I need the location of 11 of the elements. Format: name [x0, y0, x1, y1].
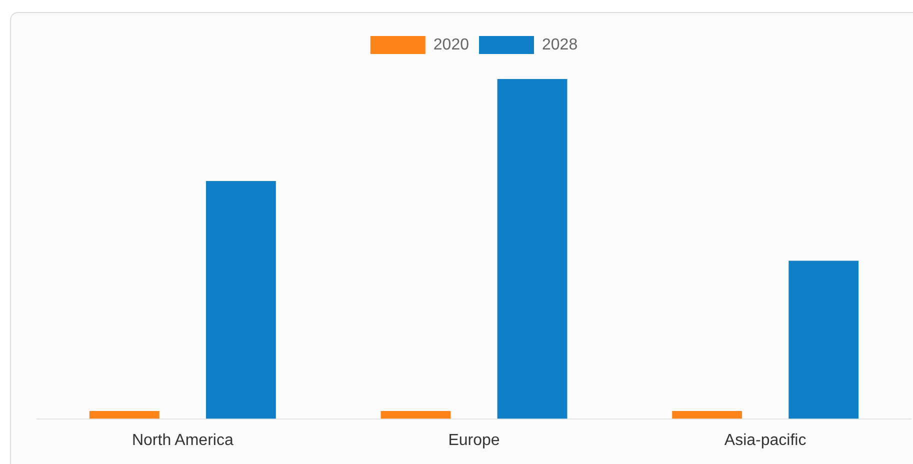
bar — [497, 79, 568, 419]
bar — [672, 410, 742, 419]
x-tick-label: North America — [132, 432, 234, 449]
bar — [89, 410, 160, 419]
legend-label: 2020 — [433, 36, 470, 54]
bar — [380, 410, 451, 419]
x-tick-label: Asia-pacific — [724, 432, 806, 449]
bar — [788, 260, 859, 419]
bar — [206, 180, 276, 419]
x-tick-label: Europe — [448, 432, 500, 449]
legend-label: 2028 — [542, 36, 578, 54]
